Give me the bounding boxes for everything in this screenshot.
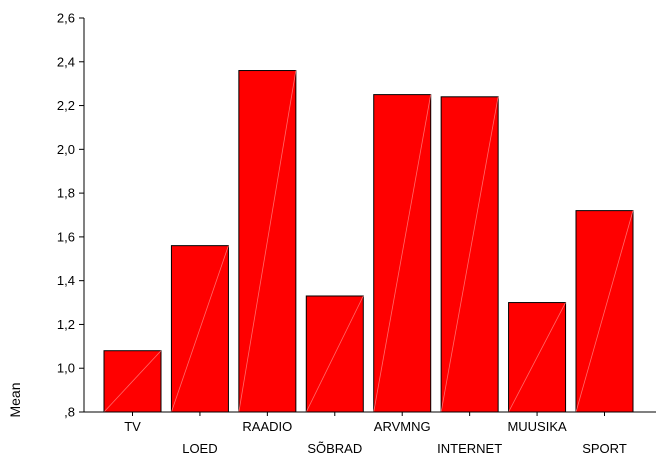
x-tick-label: TV (124, 419, 141, 434)
y-tick-label: 2,6 (57, 11, 75, 26)
y-axis-label: Mean (7, 382, 23, 417)
y-tick-label: 1,0 (57, 361, 75, 376)
bar-sheen (575, 210, 634, 413)
bars-layer (103, 70, 634, 413)
bar-sheen (440, 96, 499, 413)
y-ticks: ,8 1,0 1,2 1,4 1,6 1,8 2,0 2,2 2,4 2,6 (57, 11, 84, 420)
bar-sheen (305, 295, 364, 413)
y-tick-label: 1,4 (57, 273, 75, 288)
x-tick-label: INTERNET (437, 441, 502, 455)
y-tick-label: 2,0 (57, 142, 75, 157)
y-tick-label: 1,6 (57, 229, 75, 244)
x-tick-label: SPORT (582, 441, 627, 455)
x-ticks: TV LOED RAADIO SÕBRAD ARVMNG INTERNET MUUSIKA S… (124, 412, 627, 456)
x-tick-label: ARVMNG (374, 419, 431, 434)
bar-sheen (238, 70, 297, 413)
y-tick-label: 1,8 (57, 186, 75, 201)
x-tick-label: SÕBRAD (307, 441, 362, 455)
y-tick-label: ,8 (64, 405, 75, 420)
x-tick-label: RAADIO (242, 419, 292, 434)
bar-sheen (508, 302, 566, 413)
x-tick-label: MUUSIKA (507, 419, 567, 434)
bar-sheen (373, 94, 432, 413)
bar-sheen (103, 350, 162, 413)
bar-sheen (171, 245, 229, 413)
y-tick-label: 2,2 (57, 98, 75, 113)
axes-layer (83, 18, 656, 413)
x-tick-label: LOED (182, 441, 217, 455)
y-tick-label: 1,2 (57, 317, 75, 332)
y-tick-label: 2,4 (57, 54, 75, 69)
